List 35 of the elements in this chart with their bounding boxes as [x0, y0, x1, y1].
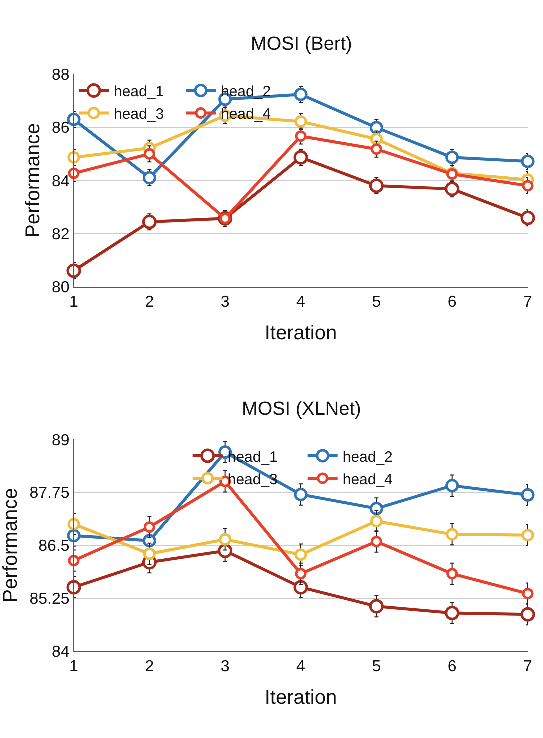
y-tick-label: 87.75 [30, 485, 70, 502]
x-tick-label: 1 [70, 294, 79, 312]
legend-label: head_2 [342, 448, 393, 466]
y-tick-label: 88 [52, 67, 70, 84]
chart-title: MOSI (XLNet) [242, 399, 362, 420]
y-axis-title: Performance [22, 123, 45, 238]
y-tick-label: 86 [52, 120, 70, 138]
x-tick-label: 7 [524, 294, 533, 312]
legend-label: head_1 [114, 84, 164, 101]
y-tick-label: 84 [52, 173, 70, 190]
legend-label: head_4 [342, 471, 393, 488]
x-tick-label: 2 [145, 294, 154, 312]
chart-title: MOSI (Bert) [251, 34, 352, 55]
x-tick-label: 3 [220, 658, 230, 676]
x-tick-label: 6 [448, 658, 457, 676]
x-axis-title: Iteration [264, 687, 338, 710]
x-tick-label: 6 [448, 294, 457, 312]
x-tick-label: 3 [220, 294, 230, 312]
legend-label: head_2 [221, 84, 272, 101]
y-tick-label: 84 [52, 644, 70, 662]
x-tick-label: 2 [145, 658, 154, 676]
legend-label: head_3 [114, 106, 164, 124]
x-tick-label: 5 [372, 294, 382, 312]
x-axis-title: Iteration [264, 322, 338, 345]
x-tick-label: 4 [296, 658, 306, 676]
x-tick-label: 7 [524, 658, 533, 676]
x-tick-label: 5 [372, 658, 382, 676]
y-tick-label: 82 [52, 226, 70, 244]
y-tick-label: 86.5 [38, 538, 70, 556]
y-tick-label: 80 [52, 279, 70, 296]
y-tick-label: 89 [52, 432, 70, 450]
x-tick-label: 1 [70, 658, 79, 676]
y-axis-title: Performance [0, 488, 22, 603]
x-tick-label: 4 [296, 294, 306, 312]
y-tick-label: 85.25 [30, 591, 70, 608]
